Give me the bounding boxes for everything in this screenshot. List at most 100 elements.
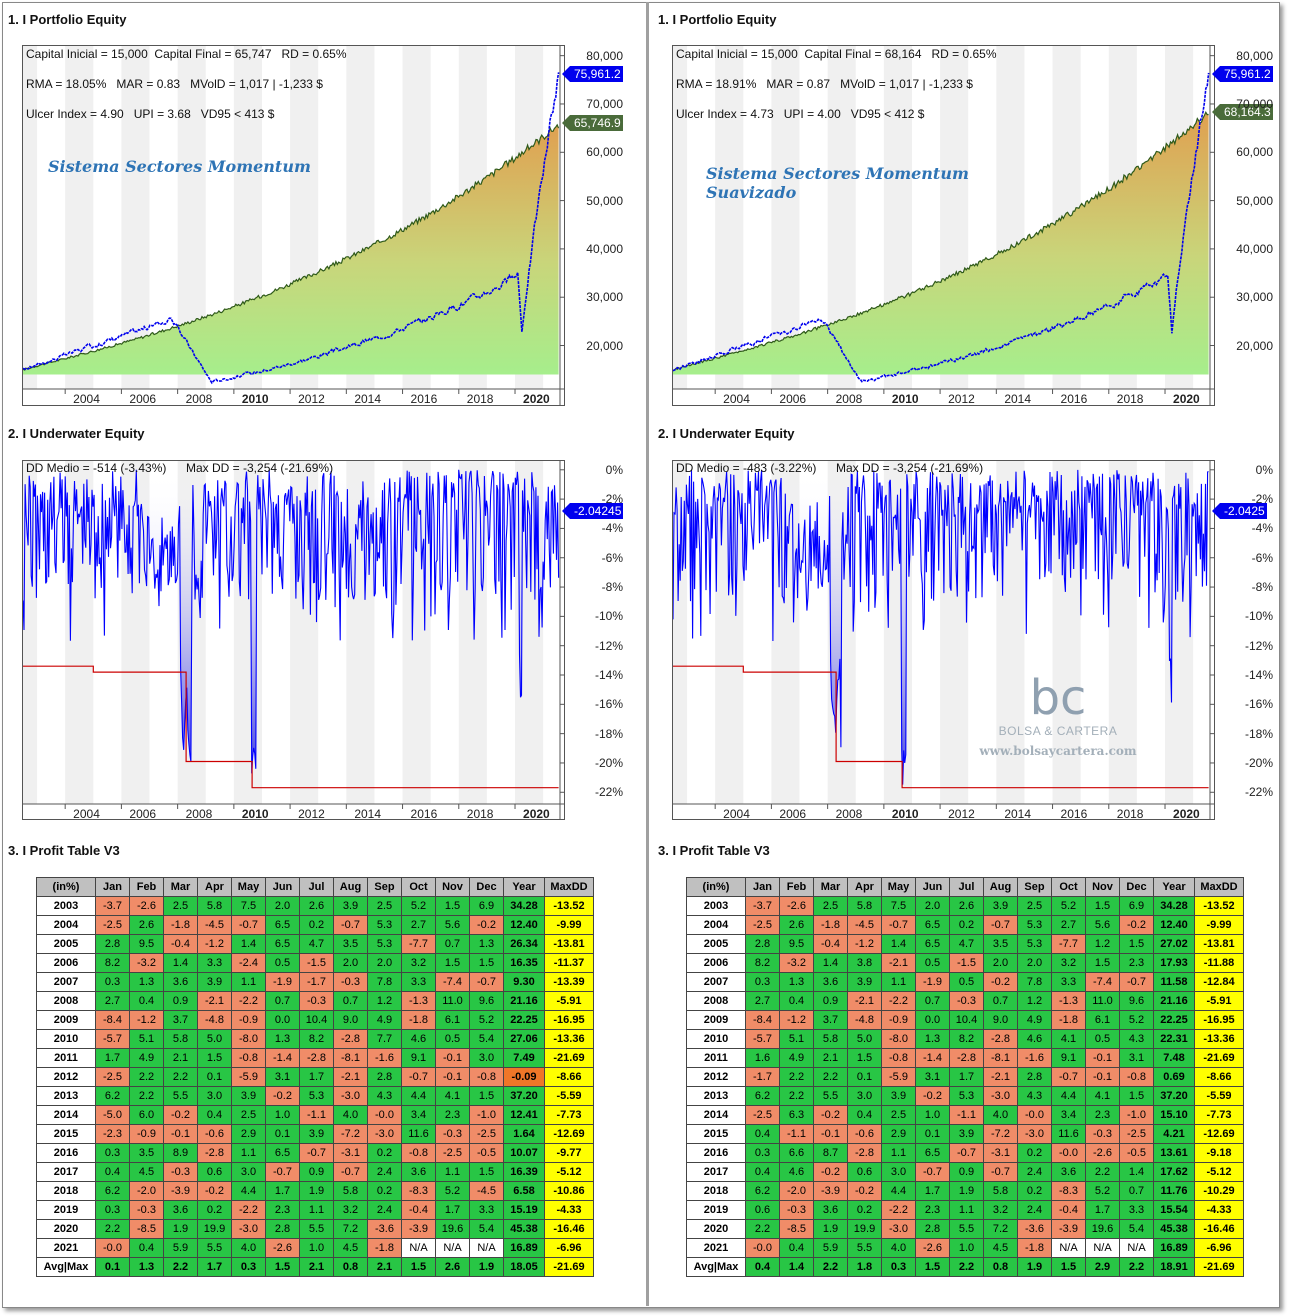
year-return-cell: 37.20 — [503, 1086, 545, 1106]
maxdd-cell: -4.33 — [1194, 1200, 1244, 1220]
month-cell: -0.2 — [813, 1162, 848, 1182]
year-return-cell: 16.89 — [503, 1238, 545, 1258]
year-band — [715, 46, 744, 389]
x-tick-label: 2008 — [836, 807, 863, 819]
month-cell: 2.7 — [401, 915, 436, 935]
underwater-chart-svg: 2004 2006 2008 2010 2012 2014 2016 2018 2020 — [673, 461, 1214, 819]
month-cell: 8.2 — [745, 953, 780, 973]
month-cell: 0.6 — [745, 1200, 780, 1220]
month-cell: 2.5 — [163, 896, 198, 916]
month-cell: -2.5 — [745, 915, 780, 935]
month-cell: 0.5 — [1085, 1029, 1120, 1049]
year-return-cell: 10.07 — [503, 1143, 545, 1163]
month-cell: -0.2 — [1119, 915, 1154, 935]
month-cell: -0.3 — [779, 1200, 814, 1220]
dd-y-tick-label: -8% — [601, 580, 623, 595]
year-cell: 2017 — [36, 1162, 96, 1182]
x-tick-label: 2016 — [411, 392, 438, 405]
year-cell: 2020 — [36, 1219, 96, 1239]
column-header: Feb — [779, 877, 814, 897]
month-cell: 1.5 — [469, 1162, 504, 1182]
month-cell: 4.6 — [779, 1162, 814, 1182]
month-cell: 3.6 — [1051, 1162, 1086, 1182]
month-cell: 19.9 — [847, 1219, 882, 1239]
month-cell: 2.6 — [435, 1257, 470, 1277]
month-cell: -8.4 — [745, 1010, 780, 1030]
month-cell: 5.0 — [847, 1029, 882, 1049]
month-cell: 5.2 — [435, 1181, 470, 1201]
month-cell: 1.9 — [949, 1181, 984, 1201]
month-cell: 3.3 — [1119, 1200, 1154, 1220]
year-band — [673, 46, 688, 389]
month-cell: 0.7 — [265, 991, 300, 1011]
year-return-cell: 15.54 — [1153, 1200, 1195, 1220]
month-cell: 6.2 — [95, 1181, 130, 1201]
month-cell: 2.1 — [367, 1257, 402, 1277]
month-cell: 1.1 — [949, 1200, 984, 1220]
benchmark-value-tag: 75,961.2 — [562, 66, 623, 82]
month-cell: -0.0 — [367, 1105, 402, 1125]
month-cell: -5.7 — [745, 1029, 780, 1049]
month-cell: -1.1 — [779, 1124, 814, 1144]
dd-y-tick-label: 0% — [1255, 462, 1273, 477]
maxdd-cell: -21.69 — [544, 1048, 594, 1068]
year-return-cell: 27.02 — [1153, 934, 1195, 954]
system-title-line: Suavizado — [706, 183, 797, 202]
year-cell: 2010 — [36, 1029, 96, 1049]
month-cell: -2.4 — [231, 953, 266, 973]
month-cell: 0.1 — [915, 1124, 950, 1144]
table-row: 2018 6.2 -2.0 -3.9 -0.2 4.4 1.7 1.9 5.8 0.2 -8.3 5.… — [686, 1181, 1244, 1201]
year-cell: 2003 — [686, 896, 746, 916]
month-cell: -0.3 — [163, 1162, 198, 1182]
month-cell: -2.6 — [779, 896, 814, 916]
equity-y-tick-label: 20,000 — [1236, 338, 1273, 353]
maxdd-cell: -4.33 — [544, 1200, 594, 1220]
x-tick-label: 2018 — [1117, 807, 1144, 819]
month-cell: 3.3 — [1051, 972, 1086, 992]
month-cell: 3.7 — [813, 1010, 848, 1030]
month-cell: -0.3 — [129, 1200, 164, 1220]
month-cell: -0.8 — [231, 1048, 266, 1068]
month-cell: 7.5 — [231, 896, 266, 916]
dd-y-tick-label: -18% — [1244, 726, 1273, 741]
month-cell: -0.2 — [197, 1181, 232, 1201]
column-header: MaxDD — [544, 877, 594, 897]
dd-y-tick-label: 0% — [605, 462, 623, 477]
month-cell: 5.0 — [197, 1029, 232, 1049]
equity-chart-svg: 2004 2006 2008 2010 2012 2014 2016 2018 2020 — [673, 46, 1214, 405]
month-cell: 0.3 — [231, 1257, 266, 1277]
equity-y-tick-label: 40,000 — [586, 241, 623, 256]
month-cell: -1.6 — [367, 1048, 402, 1068]
month-cell: 0.5 — [265, 953, 300, 973]
month-cell: 2.1 — [299, 1257, 334, 1277]
month-cell: -0.4 — [813, 934, 848, 954]
column-header: Dec — [469, 877, 504, 897]
table-row: 2008 2.7 0.4 0.9 -2.1 -2.2 0.7 -0.3 0.7 1.2 -1.3 11… — [36, 991, 594, 1011]
dd-y-tick-label: -12% — [594, 638, 623, 653]
drawdown-area — [23, 469, 559, 774]
month-cell: 2.3 — [435, 1105, 470, 1125]
year-return-cell: 11.76 — [1153, 1181, 1195, 1201]
month-cell: 7.2 — [983, 1219, 1018, 1239]
month-cell: 1.1 — [881, 1143, 916, 1163]
month-cell: 1.5 — [401, 1257, 436, 1277]
maxdd-cell: -13.36 — [544, 1029, 594, 1049]
month-cell: 1.9 — [1017, 1257, 1052, 1277]
month-cell: -2.0 — [779, 1181, 814, 1201]
column-header: Jul — [299, 877, 334, 897]
dd-y-tick-label: -2% — [1251, 492, 1273, 507]
x-tick-label: 2014 — [1004, 392, 1031, 405]
month-cell: -0.1 — [813, 1124, 848, 1144]
year-cell: 2008 — [36, 991, 96, 1011]
month-cell: 0.9 — [813, 991, 848, 1011]
month-cell: 3.7 — [163, 1010, 198, 1030]
month-cell: 3.4 — [401, 1105, 436, 1125]
month-cell: 2.6 — [949, 896, 984, 916]
month-cell: -0.7 — [1051, 1067, 1086, 1087]
table-row: 2010 -5.7 5.1 5.8 5.0 -8.0 1.3 8.2 -2.8 7.7 4.6 0.5… — [36, 1029, 594, 1049]
month-cell: 1.7 — [265, 1181, 300, 1201]
month-cell: 2.2 — [779, 1067, 814, 1087]
month-cell: N/A — [435, 1238, 470, 1258]
month-cell: 1.4 — [163, 953, 198, 973]
month-cell: -0.0 — [1017, 1105, 1052, 1125]
